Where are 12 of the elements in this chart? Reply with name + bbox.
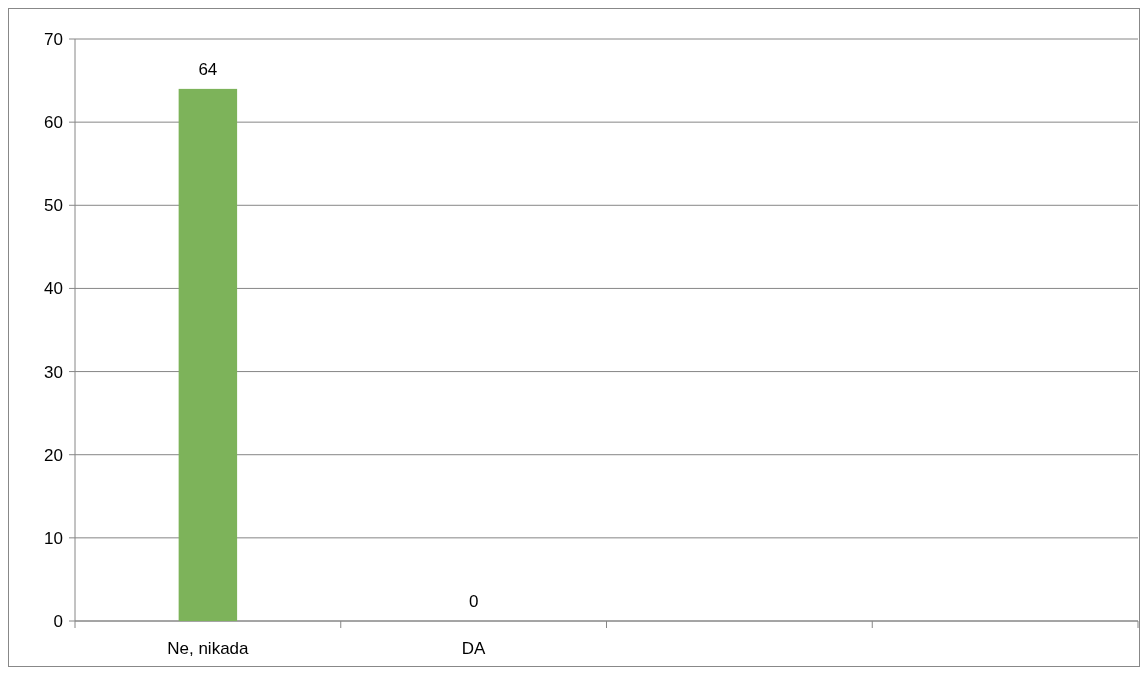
data-label: 0 bbox=[468, 592, 479, 611]
y-tick-label: 50 bbox=[44, 196, 63, 216]
y-tick-label: 20 bbox=[44, 445, 63, 465]
y-tick-label: 10 bbox=[44, 528, 63, 548]
y-tick-label: 70 bbox=[44, 29, 63, 49]
x-tick-label: DA bbox=[461, 639, 487, 658]
y-tick-label: 60 bbox=[44, 113, 63, 133]
y-tick-label: 30 bbox=[44, 362, 63, 382]
y-tick-label: 0 bbox=[53, 611, 63, 631]
y-tick-label: 40 bbox=[44, 279, 63, 299]
x-tick-label: Ne, nikada bbox=[167, 639, 250, 658]
data-label: 64 bbox=[198, 59, 218, 79]
